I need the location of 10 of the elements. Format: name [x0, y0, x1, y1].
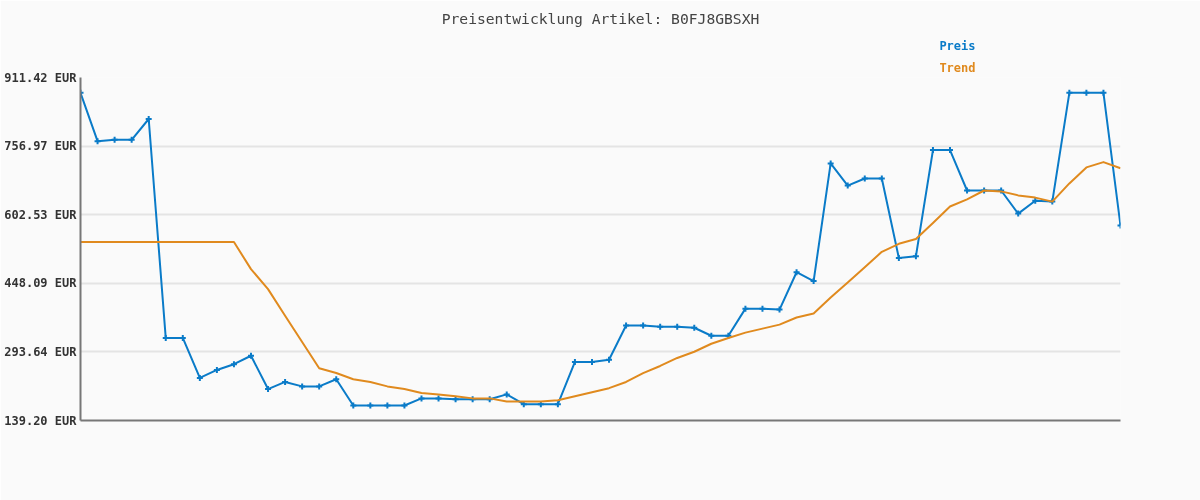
- chart-title: Preisentwicklung Artikel: B0FJ8GBSXH: [441, 9, 760, 27]
- y-tick-label: 911.42 EUR: [4, 70, 78, 85]
- y-tick-label: 293.64 EUR: [4, 344, 78, 359]
- text: Preis: [939, 38, 976, 53]
- y-tick-label: 756.97 EUR: [4, 139, 78, 154]
- line-series: [80, 161, 1121, 403]
- y-tick-label: 448.09 EUR: [4, 276, 78, 291]
- text: Trend: [939, 60, 976, 75]
- y-tick-label: 602.53 EUR: [4, 207, 78, 222]
- y-tick-label: 139.20 EUR: [4, 413, 78, 428]
